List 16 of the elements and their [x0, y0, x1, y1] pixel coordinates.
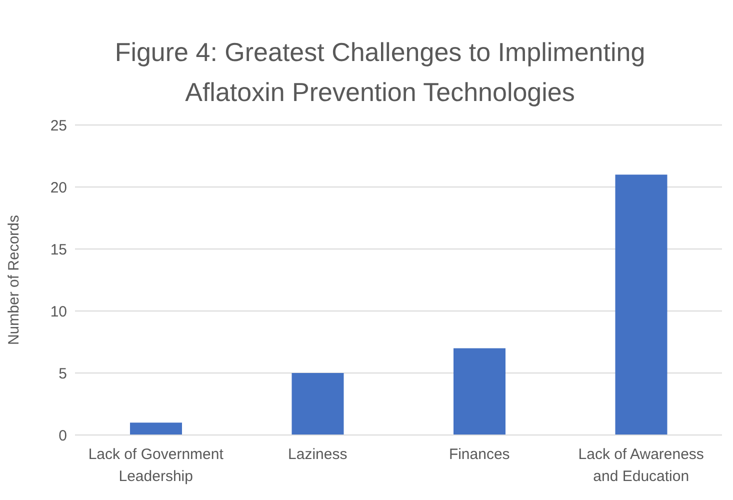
x-tick-label: Lack of Awareness and Education [578, 446, 704, 485]
y-axis-title: Number of Records [5, 214, 22, 346]
x-tick-label: Finances [448, 446, 510, 463]
bar [130, 422, 182, 435]
y-tick-label: 5 [58, 365, 67, 382]
bar [453, 348, 506, 435]
y-tick-label: 20 [50, 179, 67, 196]
y-tick-label: 10 [50, 303, 67, 320]
y-tick-label: 25 [50, 117, 67, 134]
y-tick-label: 0 [58, 427, 67, 444]
y-tick-label: 15 [50, 241, 67, 258]
x-tick-label: Laziness [288, 446, 348, 463]
bar [292, 373, 344, 435]
bar [615, 174, 668, 435]
chart-title: Figure 4: Greatest Challenges to Implimenting Aflatoxin Prevention Technologies [114, 36, 646, 109]
x-tick-label: Lack of Government Leadership [88, 446, 224, 485]
